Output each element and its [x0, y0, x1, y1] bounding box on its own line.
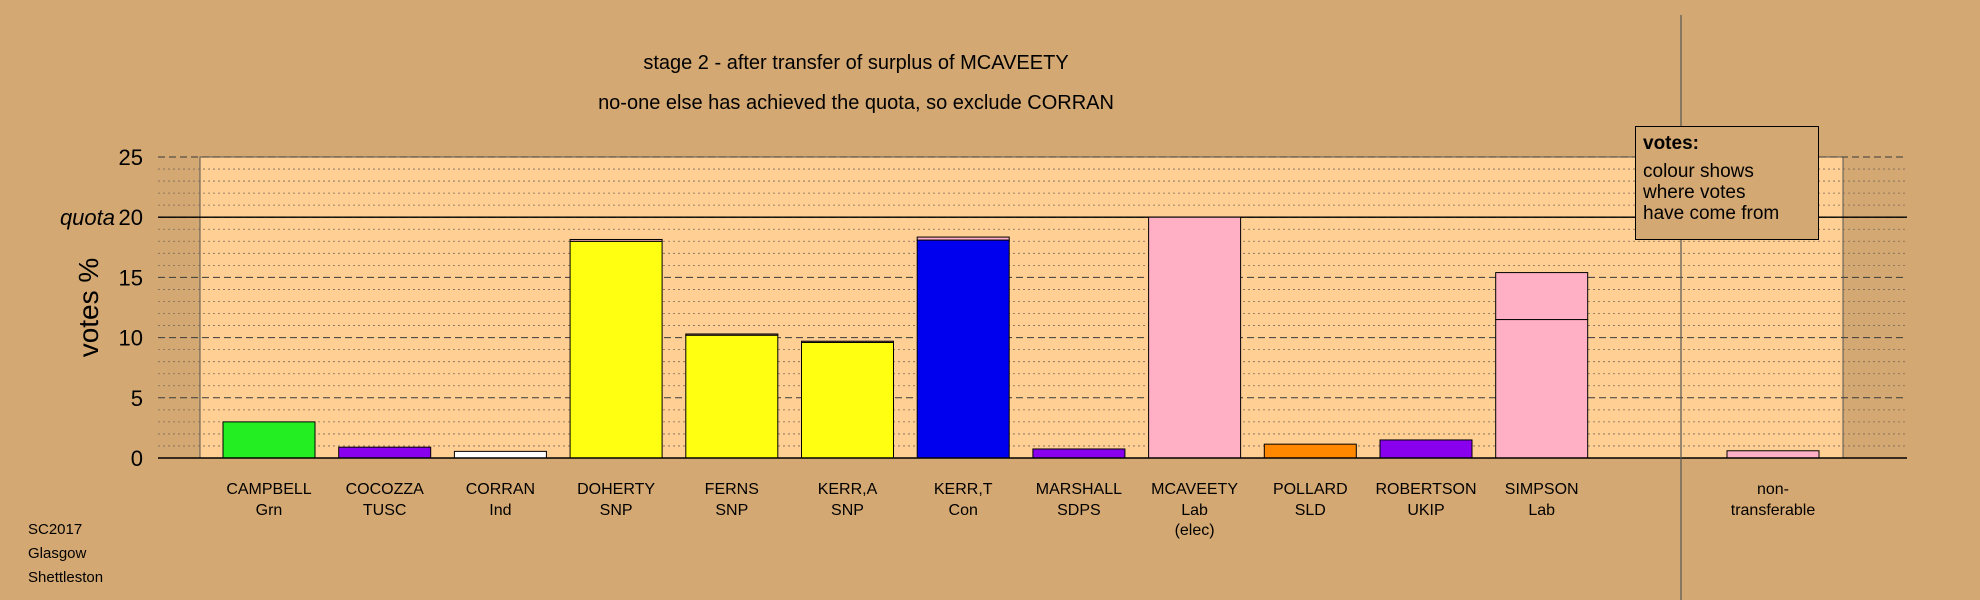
bar-simpson-segment-2	[1495, 272, 1589, 321]
nontransferable-label-2: transferable	[1731, 502, 1816, 519]
bar-cocozza-segment-1	[338, 446, 432, 459]
y-tick-label: 0	[131, 446, 143, 471]
candidate-name-label: ROBERTSON	[1375, 481, 1476, 498]
bar-pollard-segment-1	[1263, 443, 1357, 459]
y-tick-label: 15	[119, 265, 143, 290]
legend-line-1: colour shows	[1643, 161, 1754, 182]
candidate-name-label: POLLARD	[1273, 481, 1348, 498]
candidate-party-label: Con	[949, 502, 978, 519]
bar-mcaveety-segment-1	[1148, 216, 1242, 459]
bar-kerr-t-segment-1	[916, 239, 1010, 459]
candidate-party-label: Lab	[1528, 502, 1555, 519]
candidate-party-label: SNP	[715, 502, 748, 519]
bar-kerr-t-segment-2	[916, 236, 1010, 241]
y-tick-label: 25	[119, 145, 143, 170]
candidate-name-label: CORRAN	[466, 481, 535, 498]
candidate-name-label: COCOZZA	[346, 481, 425, 498]
plot-area	[199, 156, 1844, 459]
y-tick-label: 10	[119, 326, 143, 351]
bar-nontransferable-segment-1	[1726, 450, 1820, 459]
chart-title: stage 2 - after transfer of surplus of M…	[643, 52, 1069, 74]
bar-simpson-segment-1	[1495, 319, 1589, 459]
bar-campbell-segment-1	[222, 421, 316, 459]
bar-kerr-a-segment-1	[801, 341, 894, 459]
candidate-extra-label: (elec)	[1175, 522, 1215, 539]
y-tick-label: 20	[119, 205, 143, 230]
candidate-name-label: FERNS	[705, 481, 759, 498]
legend-title: votes:	[1643, 133, 1699, 154]
y-axis-label: votes %	[73, 258, 104, 358]
footer-council: Glasgow	[28, 545, 87, 562]
footer-election: SC2017	[28, 521, 83, 538]
candidate-name-label: KERR,A	[818, 481, 878, 498]
candidate-party-label: TUSC	[363, 502, 407, 519]
y-tick-label: 5	[131, 386, 143, 411]
bar-ferns-segment-1	[685, 334, 779, 459]
bar-doherty-segment-2	[569, 238, 663, 242]
candidate-party-label: SNP	[600, 502, 633, 519]
bar-marshall-segment-1	[1032, 448, 1126, 459]
bar-corran-segment-1	[453, 450, 547, 459]
bar-robertson-segment-1	[1379, 439, 1473, 459]
candidate-name-label: KERR,T	[934, 481, 993, 498]
bar-ferns-segment-2	[685, 333, 779, 336]
bar-kerr-a-segment-2	[801, 340, 894, 343]
candidate-name-label: MCAVEETY	[1151, 481, 1238, 498]
nontransferable-label-1: non-	[1757, 481, 1789, 498]
candidate-name-label: SIMPSON	[1505, 481, 1579, 498]
candidate-name-label: MARSHALL	[1036, 481, 1122, 498]
candidate-party-label: Lab	[1181, 502, 1208, 519]
legend-line-2: where votes	[1643, 182, 1746, 203]
candidate-name-label: CAMPBELL	[226, 481, 311, 498]
candidate-name-label: DOHERTY	[577, 481, 655, 498]
candidate-party-label: UKIP	[1407, 502, 1444, 519]
chart-subtitle: no-one else has achieved the quota, so e…	[598, 92, 1114, 114]
candidate-party-label: SLD	[1295, 502, 1326, 519]
quota-label: quota	[60, 205, 115, 230]
candidate-party-label: Ind	[489, 502, 511, 519]
candidate-party-label: SNP	[831, 502, 864, 519]
legend-line-3: have come from	[1643, 203, 1780, 224]
legend: votes: colour shows where votes have com…	[1635, 126, 1819, 240]
bar-doherty-segment-1	[569, 240, 663, 459]
candidate-party-label: Grn	[256, 502, 283, 519]
footer-ward: Shettleston	[28, 569, 104, 586]
candidate-party-label: SDPS	[1057, 502, 1101, 519]
